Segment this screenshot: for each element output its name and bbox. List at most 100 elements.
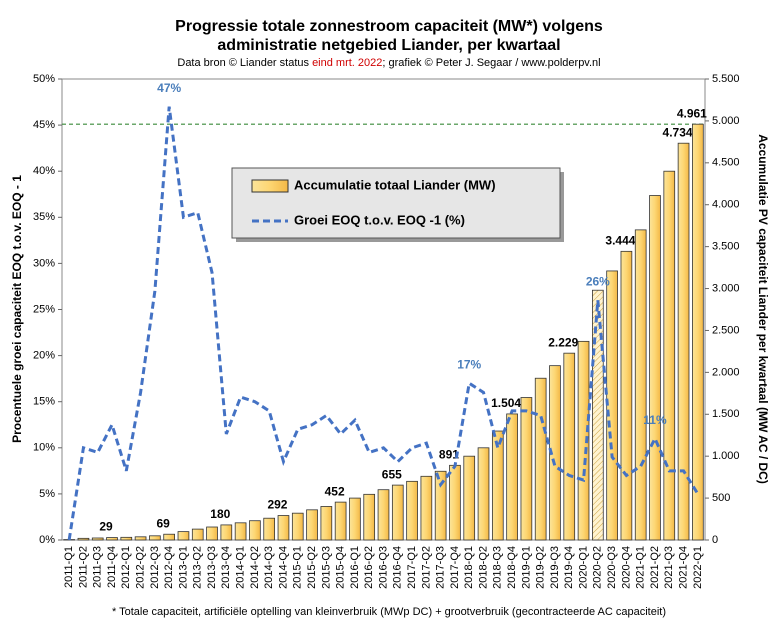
bar [421, 476, 432, 540]
chart-title: administratie netgebied Liander, per kwa… [217, 37, 560, 54]
annotation: 17% [457, 357, 481, 371]
data-label: 3.444 [605, 234, 635, 248]
y2-tick-label: 500 [712, 492, 730, 504]
y-tick-label: 40% [33, 165, 55, 177]
y-tick-label: 5% [39, 488, 55, 500]
bar [321, 506, 332, 540]
x-tick-label: 2013-Q2 [192, 546, 204, 589]
legend-swatch [252, 180, 288, 192]
bar [307, 510, 318, 540]
subtitle-part: eind mrt. 2022 [312, 57, 382, 69]
bar [264, 518, 275, 540]
x-tick-label: 2019-Q4 [563, 546, 575, 589]
bar [107, 538, 118, 540]
annotation: 47% [157, 81, 181, 95]
x-tick-label: 2011-Q2 [77, 546, 89, 588]
bar [535, 378, 546, 540]
subtitle-part: Data bron © Liander status [177, 57, 312, 69]
x-tick-label: 2012-Q4 [163, 546, 175, 589]
x-tick-label: 2015-Q2 [306, 546, 318, 589]
x-tick-label: 2017-Q3 [435, 546, 447, 589]
data-label: 292 [267, 498, 287, 512]
bar [650, 196, 661, 540]
x-tick-label: 2019-Q2 [535, 546, 547, 589]
y2-axis-title: Accumulatie PV capaciteit Liander per kw… [756, 134, 770, 484]
bar [207, 527, 218, 540]
bar [478, 448, 489, 540]
bar [164, 534, 175, 540]
bar [335, 502, 346, 540]
x-tick-label: 2015-Q4 [335, 546, 347, 589]
bar [292, 513, 303, 540]
y2-tick-label: 5.000 [712, 115, 740, 127]
x-tick-label: 2014-Q4 [277, 546, 289, 589]
y2-tick-label: 3.500 [712, 241, 740, 253]
bar [392, 485, 403, 540]
y2-tick-label: 0 [712, 534, 718, 546]
x-tick-label: 2018-Q1 [463, 546, 475, 589]
x-tick-label: 2021-Q2 [649, 546, 661, 589]
legend-label: Accumulatie totaal Liander (MW) [294, 177, 496, 192]
data-label: 2.229 [548, 335, 578, 349]
x-tick-label: 2017-Q2 [420, 546, 432, 589]
data-label: 4.961 [677, 106, 707, 120]
x-tick-label: 2012-Q1 [120, 546, 132, 589]
data-label: 1.504 [491, 396, 521, 410]
chart-subtitle: Data bron © Liander status eind mrt. 202… [177, 57, 600, 69]
chart-title: Progressie totale zonnestroom capaciteit… [175, 18, 603, 35]
x-tick-label: 2016-Q3 [377, 546, 389, 589]
y2-tick-label: 3.000 [712, 282, 740, 294]
y-tick-label: 15% [33, 396, 55, 408]
y-tick-label: 25% [33, 303, 55, 315]
bar [249, 521, 260, 540]
bar [692, 124, 703, 540]
subtitle-part: ; grafiek © Peter J. Segaar / www.polder… [382, 57, 600, 69]
x-tick-label: 2020-Q1 [577, 546, 589, 589]
x-tick-label: 2013-Q1 [177, 546, 189, 589]
x-tick-label: 2021-Q1 [635, 546, 647, 589]
bar [78, 538, 89, 540]
x-tick-label: 2016-Q4 [392, 546, 404, 589]
bar [221, 525, 232, 540]
bar [135, 537, 146, 540]
bar [92, 538, 103, 540]
bar [564, 353, 575, 540]
bar [178, 532, 189, 540]
x-tick-label: 2012-Q2 [134, 546, 146, 589]
x-tick-label: 2011-Q1 [63, 546, 75, 588]
annotation: 26% [586, 274, 610, 288]
x-tick-label: 2019-Q3 [549, 546, 561, 589]
bar [621, 251, 632, 540]
bar [192, 529, 203, 540]
x-tick-label: 2021-Q4 [677, 546, 689, 589]
x-tick-label: 2011-Q3 [92, 546, 104, 588]
y-tick-label: 20% [33, 350, 55, 362]
y2-tick-label: 2.500 [712, 324, 740, 336]
y-tick-label: 50% [33, 73, 55, 85]
x-tick-label: 2014-Q3 [263, 546, 275, 589]
footnote: * Totale capaciteit, artificiële optelli… [112, 606, 666, 618]
x-tick-label: 2013-Q3 [206, 546, 218, 589]
bar [521, 398, 532, 540]
x-tick-label: 2016-Q2 [363, 546, 375, 589]
data-label: 655 [382, 467, 402, 481]
bar [450, 465, 461, 540]
x-tick-label: 2022-Q1 [692, 546, 704, 589]
legend: Accumulatie totaal Liander (MW)Groei EOQ… [232, 168, 564, 242]
x-tick-label: 2020-Q3 [606, 546, 618, 589]
x-tick-label: 2019-Q1 [520, 546, 532, 589]
bar [664, 171, 675, 540]
y2-tick-label: 5.500 [712, 73, 740, 85]
data-label: 180 [210, 507, 230, 521]
bar [364, 494, 375, 540]
bar [407, 481, 418, 540]
y-tick-label: 35% [33, 211, 55, 223]
x-tick-label: 2017-Q4 [449, 546, 461, 589]
y2-tick-label: 1.000 [712, 450, 740, 462]
y2-tick-label: 4.500 [712, 157, 740, 169]
x-tick-label: 2012-Q3 [149, 546, 161, 589]
x-tick-label: 2017-Q1 [406, 546, 418, 589]
x-tick-label: 2018-Q4 [506, 546, 518, 589]
data-label: 69 [156, 516, 170, 530]
